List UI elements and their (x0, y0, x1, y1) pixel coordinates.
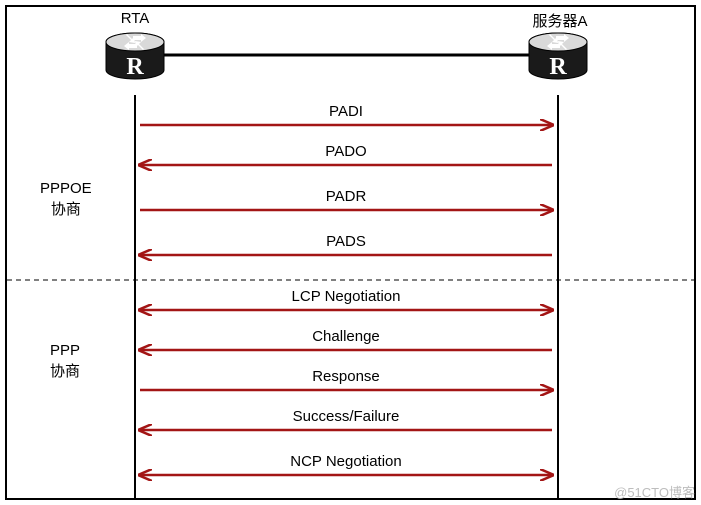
phase-pppoe-l2: 协商 (51, 201, 81, 218)
msg-label: Challenge (196, 328, 496, 345)
node-label-left: RTA (110, 10, 160, 27)
watermark: @51CTO博客 (614, 482, 695, 501)
router-icon-left (106, 33, 164, 80)
msg-label: LCP Negotiation (196, 288, 496, 305)
phase-ppp-l2: 协商 (50, 363, 80, 380)
phase-pppoe: PPPOE 协商 (40, 178, 92, 220)
phase-ppp: PPP 协商 (50, 340, 80, 382)
diagram-frame: R RTA 服务器A PPPOE 协商 PPP 协商 PADI PADO PADR P… (0, 0, 701, 505)
msg-label: PADR (196, 188, 496, 205)
msg-label: Response (196, 368, 496, 385)
diagram-svg: R (0, 0, 701, 505)
node-label-right: 服务器A (520, 10, 600, 31)
router-icon-right (529, 33, 587, 80)
phase-ppp-l1: PPP (50, 342, 80, 359)
msg-label: PADO (196, 143, 496, 160)
phase-pppoe-l1: PPPOE (40, 180, 92, 197)
msg-label: PADS (196, 233, 496, 250)
msg-label: Success/Failure (196, 408, 496, 425)
msg-label: PADI (196, 103, 496, 120)
msg-label: NCP Negotiation (196, 453, 496, 470)
